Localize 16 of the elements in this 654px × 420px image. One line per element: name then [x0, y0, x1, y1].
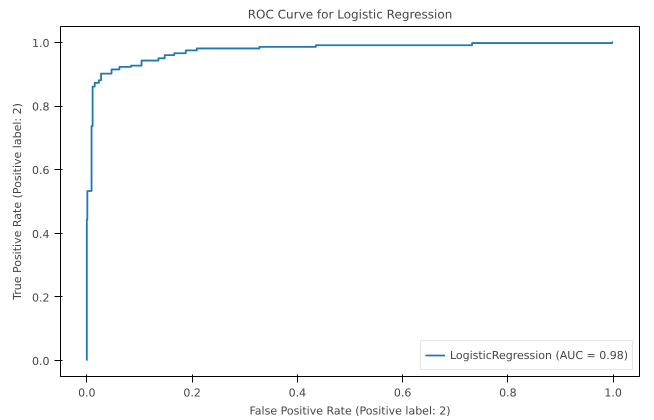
- x-tick-label: 0.4: [288, 386, 306, 400]
- y-tick-label: 0.2: [32, 291, 50, 304]
- y-tick-label: 1.0: [32, 36, 50, 50]
- legend-label: LogisticRegression (AUC = 0.98): [450, 348, 628, 362]
- y-axis-title: True Positive Rate (Positive label: 2): [11, 103, 24, 301]
- x-tick-label: 1.0: [604, 386, 622, 400]
- y-tick-label: 0.8: [32, 100, 50, 114]
- y-tick-label: 0.0: [32, 355, 50, 368]
- x-tick-label: 0.8: [499, 386, 517, 400]
- y-tick-label: 0.6: [32, 164, 50, 178]
- x-tick-label: 0.0: [78, 386, 96, 400]
- x-tick-label: 0.2: [183, 386, 201, 400]
- x-axis-title: False Positive Rate (Positive label: 2): [249, 404, 451, 418]
- chart-title: ROC Curve for Logistic Regression: [248, 8, 452, 22]
- x-tick-label: 0.6: [394, 386, 412, 400]
- y-tick-label: 0.4: [32, 228, 50, 241]
